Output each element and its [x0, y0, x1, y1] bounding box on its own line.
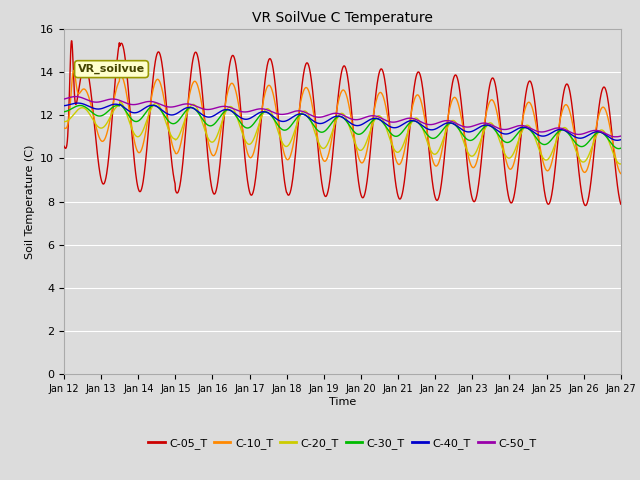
- Title: VR SoilVue C Temperature: VR SoilVue C Temperature: [252, 11, 433, 25]
- Legend: C-05_T, C-10_T, C-20_T, C-30_T, C-40_T, C-50_T: C-05_T, C-10_T, C-20_T, C-30_T, C-40_T, …: [143, 433, 541, 453]
- X-axis label: Time: Time: [329, 397, 356, 407]
- Y-axis label: Soil Temperature (C): Soil Temperature (C): [24, 144, 35, 259]
- Text: VR_soilvue: VR_soilvue: [78, 64, 145, 74]
